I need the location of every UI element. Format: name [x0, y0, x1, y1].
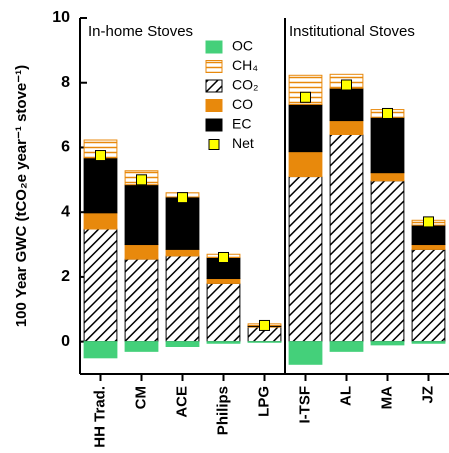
net-marker: [177, 192, 188, 204]
bar-segment: [329, 87, 364, 122]
bar-segment: [329, 120, 364, 136]
annotation: Institutional Stoves: [289, 23, 415, 40]
x-tick-label: AL: [337, 386, 354, 406]
bar-segment: [206, 282, 241, 343]
annotation: In-home Stoves: [88, 23, 193, 40]
bar-segment: [165, 341, 200, 347]
legend-label: Net: [232, 135, 254, 151]
legend-swatch: [205, 118, 223, 132]
y-tick-label: 6: [61, 139, 70, 156]
y-tick-label: 4: [61, 203, 70, 220]
bar-segment: [288, 151, 323, 178]
y-tick-label: 10: [52, 9, 70, 26]
legend-label: CO: [232, 96, 253, 112]
bar-segment: [124, 258, 159, 343]
legend-swatch: [205, 99, 223, 112]
legend-swatch: [205, 79, 223, 93]
net-marker: [259, 319, 270, 331]
bar-segment: [124, 244, 159, 260]
bar-segment: [411, 224, 446, 246]
net-marker: [341, 79, 352, 91]
bar-segment: [329, 134, 364, 343]
bar-segment: [247, 341, 282, 343]
net-marker: [136, 174, 147, 186]
net-marker: [95, 150, 106, 162]
bar-segment: [288, 176, 323, 343]
x-tick-label: I-TSF: [296, 386, 313, 424]
legend-swatch: [205, 40, 223, 54]
bar-segment: [288, 103, 323, 153]
bar-segment: [206, 341, 241, 344]
bar-segment: [411, 248, 446, 343]
bar-segment: [329, 341, 364, 352]
net-marker: [300, 91, 311, 103]
bar-segment: [288, 74, 323, 105]
legend-label: CO₂: [232, 77, 258, 93]
bar-segment: [165, 248, 200, 257]
legend-label: OC: [232, 38, 253, 54]
bar-segment: [411, 244, 446, 250]
y-tick-label: 2: [61, 268, 70, 285]
bar-segment: [83, 228, 118, 343]
bar-segment: [165, 255, 200, 343]
bar-segment: [165, 196, 200, 250]
x-tick-label: ACE: [173, 386, 190, 418]
y-axis-label: 100 Year GWC (tCO₂e year⁻¹ stove⁻¹): [13, 65, 30, 327]
bar-segment: [370, 180, 405, 343]
bar-segment: [83, 157, 118, 214]
legend-swatch: [205, 60, 223, 73]
x-tick-label: MA: [378, 386, 395, 409]
net-marker: [382, 107, 393, 119]
x-tick-label: LPG: [255, 386, 272, 417]
y-tick-label: 0: [61, 333, 70, 350]
bar-segment: [124, 184, 159, 246]
bar-segment: [83, 341, 118, 359]
legend-swatch: [208, 139, 220, 150]
bar-segment: [370, 341, 405, 346]
x-tick-label: CM: [132, 386, 149, 409]
bar-segment: [370, 172, 405, 182]
bar-segment: [206, 278, 241, 284]
bar-segment: [124, 341, 159, 352]
y-tick-label: 8: [61, 74, 70, 91]
legend-label: CH₄: [232, 57, 258, 73]
x-tick-label: HH Trad.: [91, 386, 108, 448]
bar-segment: [83, 212, 118, 230]
bar-segment: [411, 341, 446, 344]
net-marker: [218, 251, 229, 263]
bar-segment: [370, 116, 405, 174]
legend-label: EC: [232, 116, 251, 132]
x-tick-label: Philips: [214, 386, 231, 435]
bar-segment: [288, 341, 323, 365]
x-tick-label: JZ: [419, 386, 436, 404]
net-marker: [423, 216, 434, 228]
